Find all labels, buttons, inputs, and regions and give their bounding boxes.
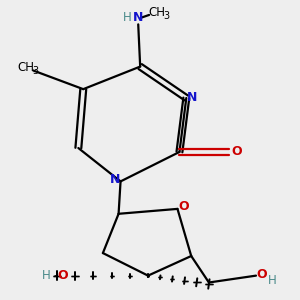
Text: O: O (232, 146, 242, 158)
Text: O: O (178, 200, 189, 213)
Text: H: H (42, 269, 51, 282)
Text: N: N (110, 173, 120, 186)
Text: 3: 3 (32, 66, 38, 76)
Text: 3: 3 (164, 11, 170, 20)
Text: CH: CH (149, 5, 166, 19)
Text: O: O (57, 269, 68, 282)
Text: CH: CH (17, 61, 34, 74)
Text: N: N (132, 11, 143, 24)
Text: N: N (186, 92, 197, 104)
Text: H: H (123, 11, 131, 24)
Text: H: H (268, 274, 277, 286)
Text: -: - (53, 270, 57, 280)
Text: O: O (256, 268, 267, 281)
